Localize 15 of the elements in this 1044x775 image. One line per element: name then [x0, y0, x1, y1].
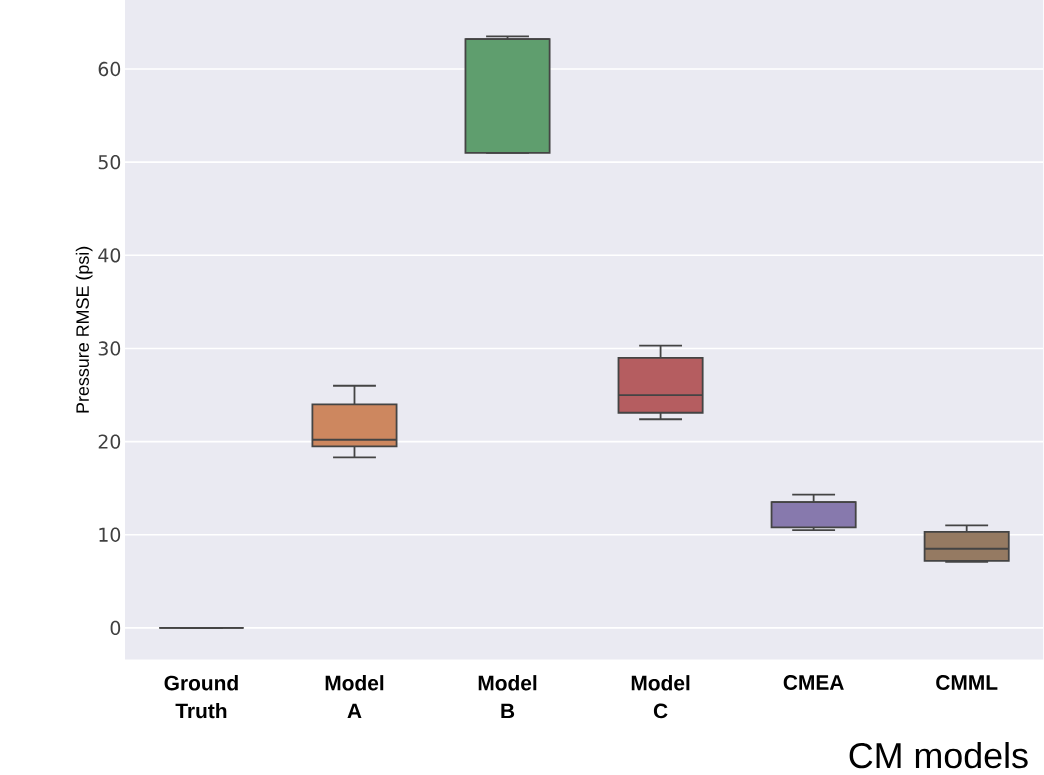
- y-tick-label: 0: [110, 621, 121, 636]
- y-tick-label: 50: [98, 155, 121, 170]
- x-tick-label: CMEA: [783, 675, 844, 691]
- x-tick-label: Model C: [631, 675, 690, 719]
- y-tick-label: 10: [99, 527, 121, 543]
- y-tick-label: 60: [98, 62, 121, 77]
- x-axis-title: CM models: [849, 742, 1028, 769]
- y-tick-label: 30: [98, 341, 121, 356]
- x-tick-label: Model B: [478, 675, 537, 719]
- x-tick-label: CMML: [936, 675, 998, 691]
- x-tick-label: Ground Truth: [164, 675, 238, 719]
- y-tick-label: 20: [98, 434, 121, 450]
- y-axis-title: Pressure RMSE (psi): [75, 247, 93, 413]
- x-tick-label: Model A: [325, 675, 384, 719]
- y-tick-label: 40: [98, 248, 121, 263]
